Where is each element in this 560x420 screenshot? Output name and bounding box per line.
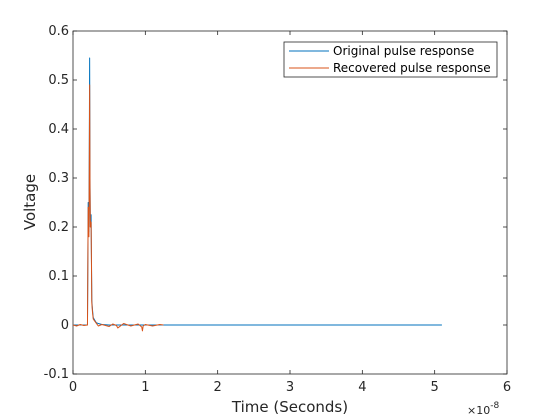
y-tick-label: 0.2 bbox=[48, 220, 69, 235]
y-tick-label: 0 bbox=[61, 318, 69, 333]
x-tick-label: 0 bbox=[69, 380, 77, 395]
y-tick-label: -0.1 bbox=[44, 367, 69, 382]
legend-label-original: Original pulse response bbox=[333, 44, 474, 58]
y-tick-label: 0.5 bbox=[48, 73, 69, 88]
x-tick-label: 5 bbox=[431, 380, 439, 395]
y-tick-label: 0.1 bbox=[48, 269, 69, 284]
x-axis-label: Time (Seconds) bbox=[231, 398, 348, 416]
x-tick-label: 3 bbox=[286, 380, 294, 395]
ticks: 0 1 2 3 4 5 6-0.100.10.20.30.40.50.6 bbox=[44, 24, 512, 395]
legend-box bbox=[283, 41, 498, 78]
y-axis-label: Voltage bbox=[21, 174, 39, 230]
series-line-recovered bbox=[72, 84, 164, 332]
legend: Original pulse response Recovered pulse … bbox=[283, 41, 498, 78]
y-tick-label: 0.6 bbox=[48, 24, 69, 39]
x-tick-label: 2 bbox=[214, 380, 222, 395]
legend-label-recovered: Recovered pulse response bbox=[333, 61, 491, 75]
series-layer bbox=[72, 57, 442, 332]
x-tick-label: 4 bbox=[358, 380, 366, 395]
x-tick-label: 1 bbox=[141, 380, 149, 395]
plot-area bbox=[72, 30, 508, 375]
x-tick-label: 6 bbox=[503, 380, 511, 395]
y-tick-label: 0.3 bbox=[48, 171, 69, 186]
y-tick-label: 0.4 bbox=[48, 122, 69, 137]
x-axis-exponent: ×10-8 bbox=[467, 401, 499, 417]
